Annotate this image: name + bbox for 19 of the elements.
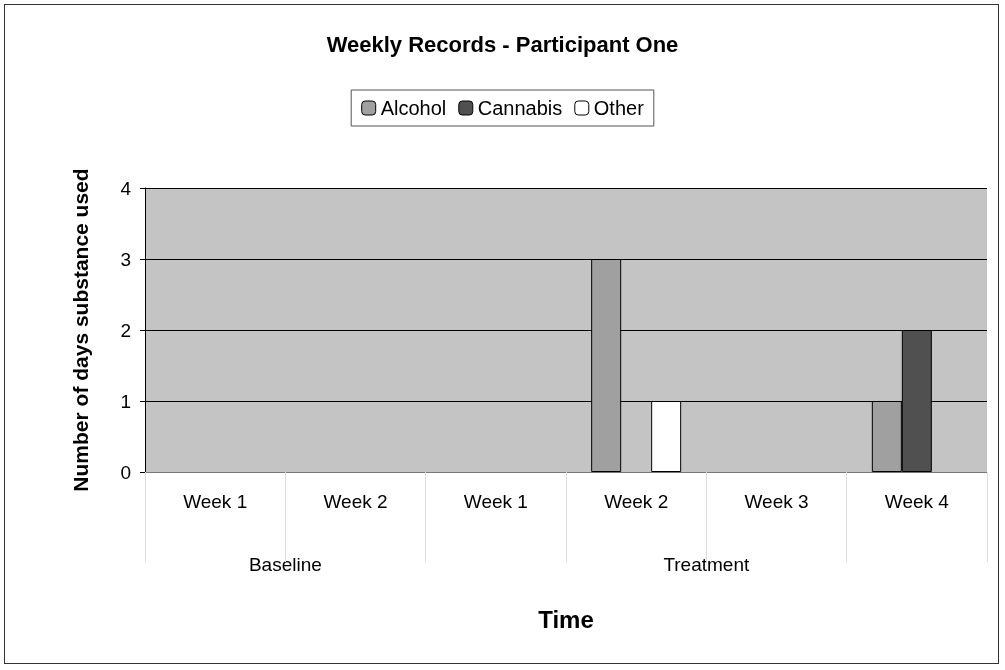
text: Treatment	[663, 553, 750, 575]
y-tick-label: 2	[120, 319, 131, 341]
x-axis-title: Time	[538, 605, 594, 633]
x-tick-label: Week 1	[183, 491, 248, 512]
y-tick-label: 4	[120, 177, 132, 199]
chart-title: Weekly Records - Participant One	[326, 31, 679, 57]
y-tick-label: 1	[120, 390, 131, 412]
legend-label: Other	[593, 97, 645, 119]
x-tick-label: Week 2	[323, 491, 388, 512]
y-tick-label: 3	[120, 248, 131, 270]
text: Baseline	[248, 553, 322, 575]
x-tick-label: Week 3	[744, 491, 809, 512]
legend-label: Alcohol	[380, 97, 447, 119]
y-axis-title: Number of days substance used	[68, 168, 92, 492]
x-tick-label: Week 1	[463, 491, 528, 512]
x-tick-label: Week 2	[604, 491, 669, 512]
legend-label: Cannabis	[477, 97, 563, 119]
y-tick-label: 0	[120, 461, 131, 483]
x-tick-label: Week 4	[884, 491, 950, 512]
